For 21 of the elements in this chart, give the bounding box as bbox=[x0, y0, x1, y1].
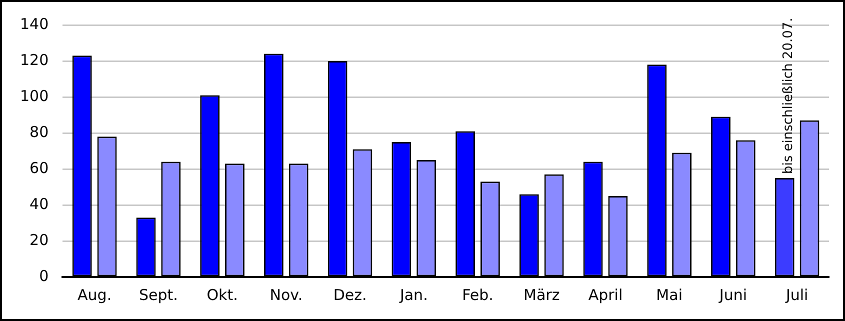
x-tick-label: Feb. bbox=[462, 286, 494, 304]
x-tick-label: Okt. bbox=[206, 286, 238, 304]
x-tick-label: Aug. bbox=[78, 286, 112, 304]
x-tick-label: März bbox=[524, 286, 560, 304]
y-tick-label: 40 bbox=[30, 194, 49, 213]
x-tick-label: Jan. bbox=[398, 286, 428, 304]
y-tick-label: 0 bbox=[39, 266, 49, 285]
y-tick-label: 60 bbox=[30, 158, 49, 177]
x-tick-label: Nov. bbox=[270, 286, 303, 304]
x-tick-label: Juni bbox=[718, 286, 748, 304]
y-tick-label: 140 bbox=[20, 14, 49, 33]
y-tick-label: 80 bbox=[30, 122, 49, 141]
x-tick-label: Dez. bbox=[333, 286, 367, 304]
x-tick-label: Mai bbox=[656, 286, 682, 304]
y-tick-label: 20 bbox=[30, 230, 49, 249]
y-tick-label: 100 bbox=[20, 86, 49, 105]
x-tick-label: Sept. bbox=[138, 286, 178, 304]
y-tick-label: 120 bbox=[20, 50, 49, 69]
x-tick-label: April bbox=[588, 286, 623, 304]
x-tick-label: Juli bbox=[784, 286, 808, 304]
annotation: bis einschließlich 20.07. bbox=[780, 18, 796, 174]
